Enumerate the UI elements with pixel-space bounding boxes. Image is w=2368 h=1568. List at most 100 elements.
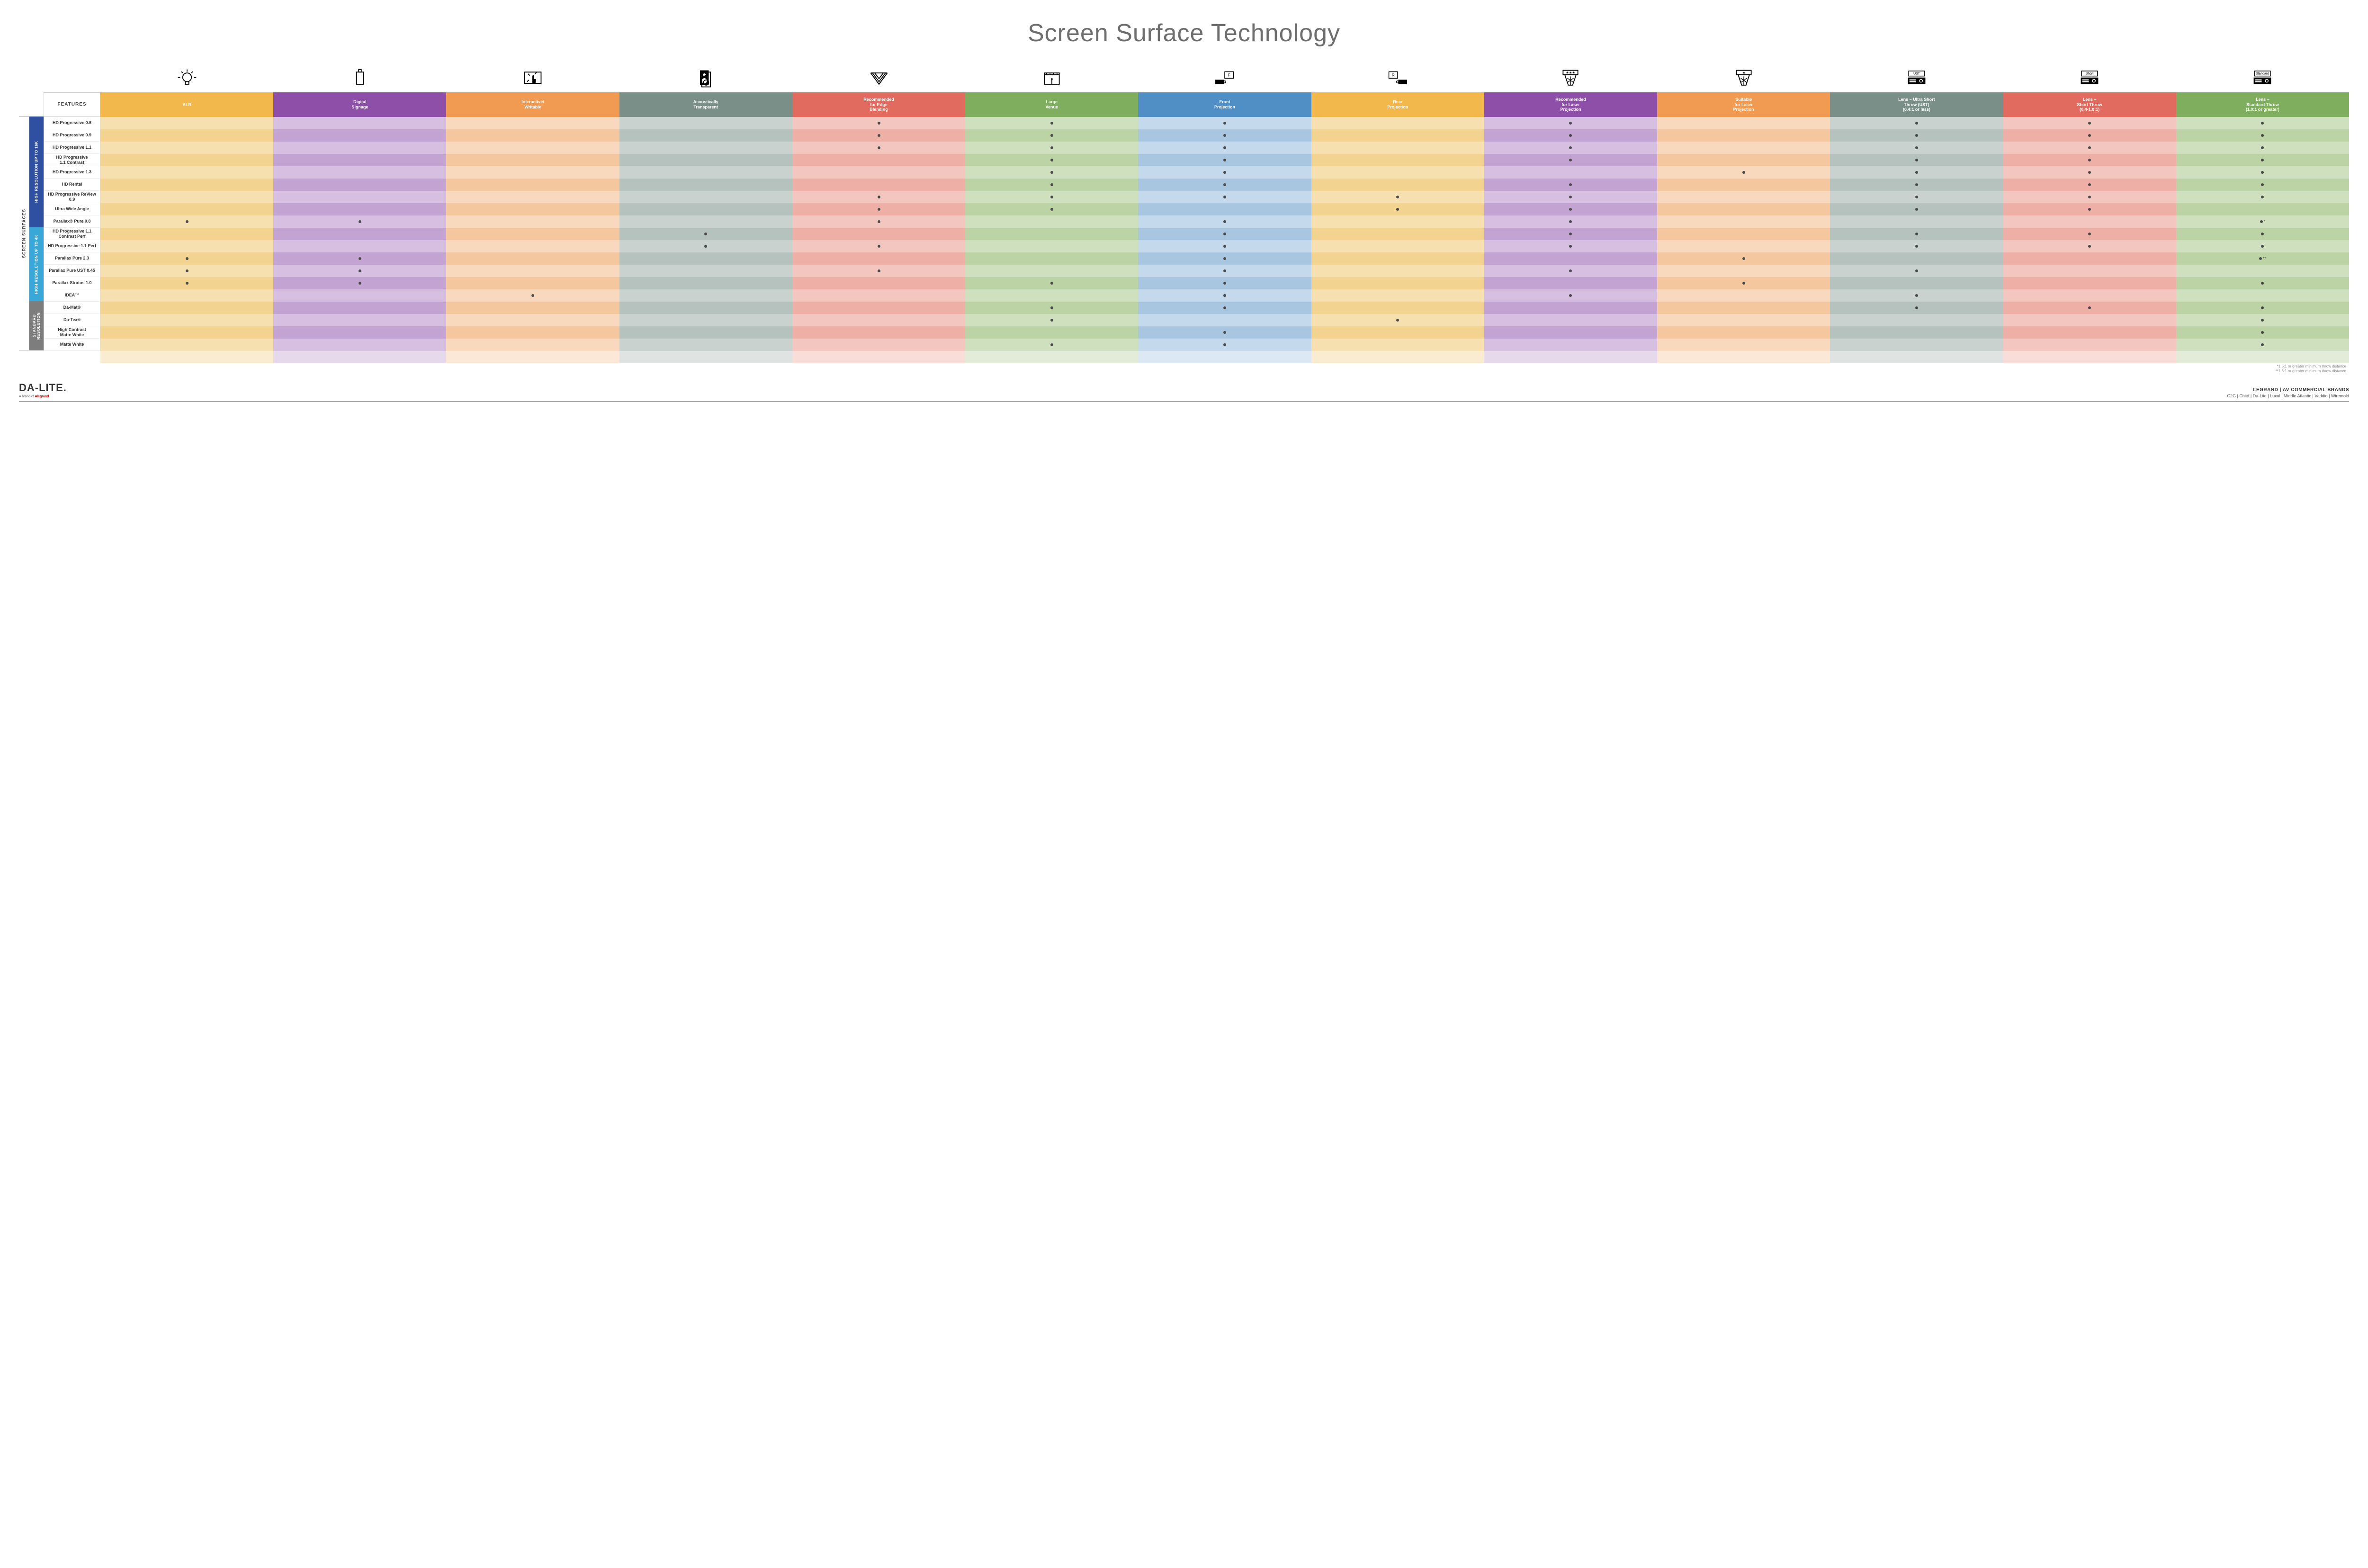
cell — [1484, 302, 1657, 314]
row-label: HD Rental — [44, 179, 100, 191]
cell — [965, 265, 1138, 277]
cell — [1138, 166, 1311, 179]
row-label: HD Progressive 1.3 — [44, 166, 100, 179]
cell — [965, 215, 1138, 228]
cell — [1311, 203, 1484, 215]
cell — [273, 339, 446, 351]
row-label: Parallax Stratos 1.0 — [44, 277, 100, 289]
front-header: Front Projection — [1138, 92, 1311, 117]
cell — [1138, 117, 1311, 129]
cell — [1138, 277, 1311, 289]
short-header: Lens – Short Throw (0.4-1.0:1) — [2003, 92, 2176, 117]
cell — [1484, 117, 1657, 129]
cell — [1138, 240, 1311, 252]
cell — [792, 203, 965, 215]
cell — [446, 302, 619, 314]
cell — [273, 326, 446, 339]
cell — [2176, 191, 2349, 203]
cell — [273, 179, 446, 191]
cell — [1311, 191, 1484, 203]
reclaser-icon: ★★★ — [1484, 62, 1657, 92]
cell — [965, 289, 1138, 302]
cell — [1484, 166, 1657, 179]
cell — [1311, 314, 1484, 326]
row-label: HD Progressive ReView 0.9 — [44, 191, 100, 203]
footer: DA-LITE. A brand of ■legrand LEGRAND | A… — [19, 382, 2349, 402]
cell — [792, 117, 965, 129]
category-block: HIGH RESOLUTION UP TO 4K — [29, 227, 44, 301]
cell — [792, 142, 965, 154]
cell — [273, 166, 446, 179]
cell — [2003, 191, 2176, 203]
cell — [446, 265, 619, 277]
brands-list: C2G | Chief | Da-Lite | Luxul | Middle A… — [2227, 394, 2349, 398]
cell — [2003, 154, 2176, 166]
cell — [1484, 240, 1657, 252]
acoustic-icon — [619, 62, 792, 92]
cell — [965, 117, 1138, 129]
cell — [619, 215, 792, 228]
cell — [446, 228, 619, 240]
cell: ** — [2176, 252, 2349, 265]
cell — [273, 191, 446, 203]
cell — [1138, 154, 1311, 166]
interactive-header: Interactive/ Writable — [446, 92, 619, 117]
ust-icon: UST — [1830, 62, 2003, 92]
cell — [965, 240, 1138, 252]
cell — [965, 179, 1138, 191]
cell — [1657, 203, 1830, 215]
footnotes: *1.5:1 or greater minimum throw distance… — [19, 363, 2349, 374]
cell — [619, 302, 792, 314]
category-block: HIGH RESOLUTION UP TO 16K — [29, 116, 44, 227]
cell — [100, 314, 273, 326]
row-label: HD Progressive 1.1 Contrast Perf — [44, 228, 100, 240]
features-header: FEATURES — [44, 92, 100, 117]
cell — [965, 339, 1138, 351]
cell — [1657, 154, 1830, 166]
cell — [1830, 215, 2003, 228]
cell — [619, 252, 792, 265]
cell — [1657, 240, 1830, 252]
cell — [1138, 142, 1311, 154]
cell — [1138, 326, 1311, 339]
cell — [2003, 203, 2176, 215]
cell — [965, 154, 1138, 166]
cell — [619, 117, 792, 129]
screen-surfaces-label: SCREEN SURFACES — [19, 116, 29, 350]
cell — [2003, 179, 2176, 191]
cell — [2003, 166, 2176, 179]
cell — [1311, 179, 1484, 191]
alr-icon — [100, 62, 273, 92]
reclaser-header: Recommended for Laser Projection — [1484, 92, 1657, 117]
cell — [446, 252, 619, 265]
logo-subtext: A brand of ■legrand — [19, 395, 67, 398]
blank-cell — [2003, 351, 2176, 363]
row-label: Ultra Wide Angle — [44, 203, 100, 215]
row-label: Da-Mat® — [44, 302, 100, 314]
cell — [2003, 289, 2176, 302]
cell — [100, 215, 273, 228]
interactive-icon — [446, 62, 619, 92]
cell — [1657, 302, 1830, 314]
cell — [1311, 166, 1484, 179]
cell — [1311, 117, 1484, 129]
cell — [273, 154, 446, 166]
cell — [792, 302, 965, 314]
edge-header: Recommended for Edge Blending — [792, 92, 965, 117]
row-label: HD Progressive 1.1 Perf — [44, 240, 100, 252]
cell — [2003, 326, 2176, 339]
cell — [792, 215, 965, 228]
row-label: Parallax Pure 2.3 — [44, 252, 100, 265]
row-label: Da-Tex® — [44, 314, 100, 326]
chart-container: SCREEN SURFACES HIGH RESOLUTION UP TO 16… — [19, 62, 2349, 363]
cell — [1311, 240, 1484, 252]
cell — [2003, 265, 2176, 277]
cell — [1830, 154, 2003, 166]
large-header: Large Venue — [965, 92, 1138, 117]
blank-cell — [1657, 351, 1830, 363]
cell — [792, 265, 965, 277]
cell — [1138, 203, 1311, 215]
cell — [619, 191, 792, 203]
blank-cell — [1311, 351, 1484, 363]
cell — [1311, 252, 1484, 265]
